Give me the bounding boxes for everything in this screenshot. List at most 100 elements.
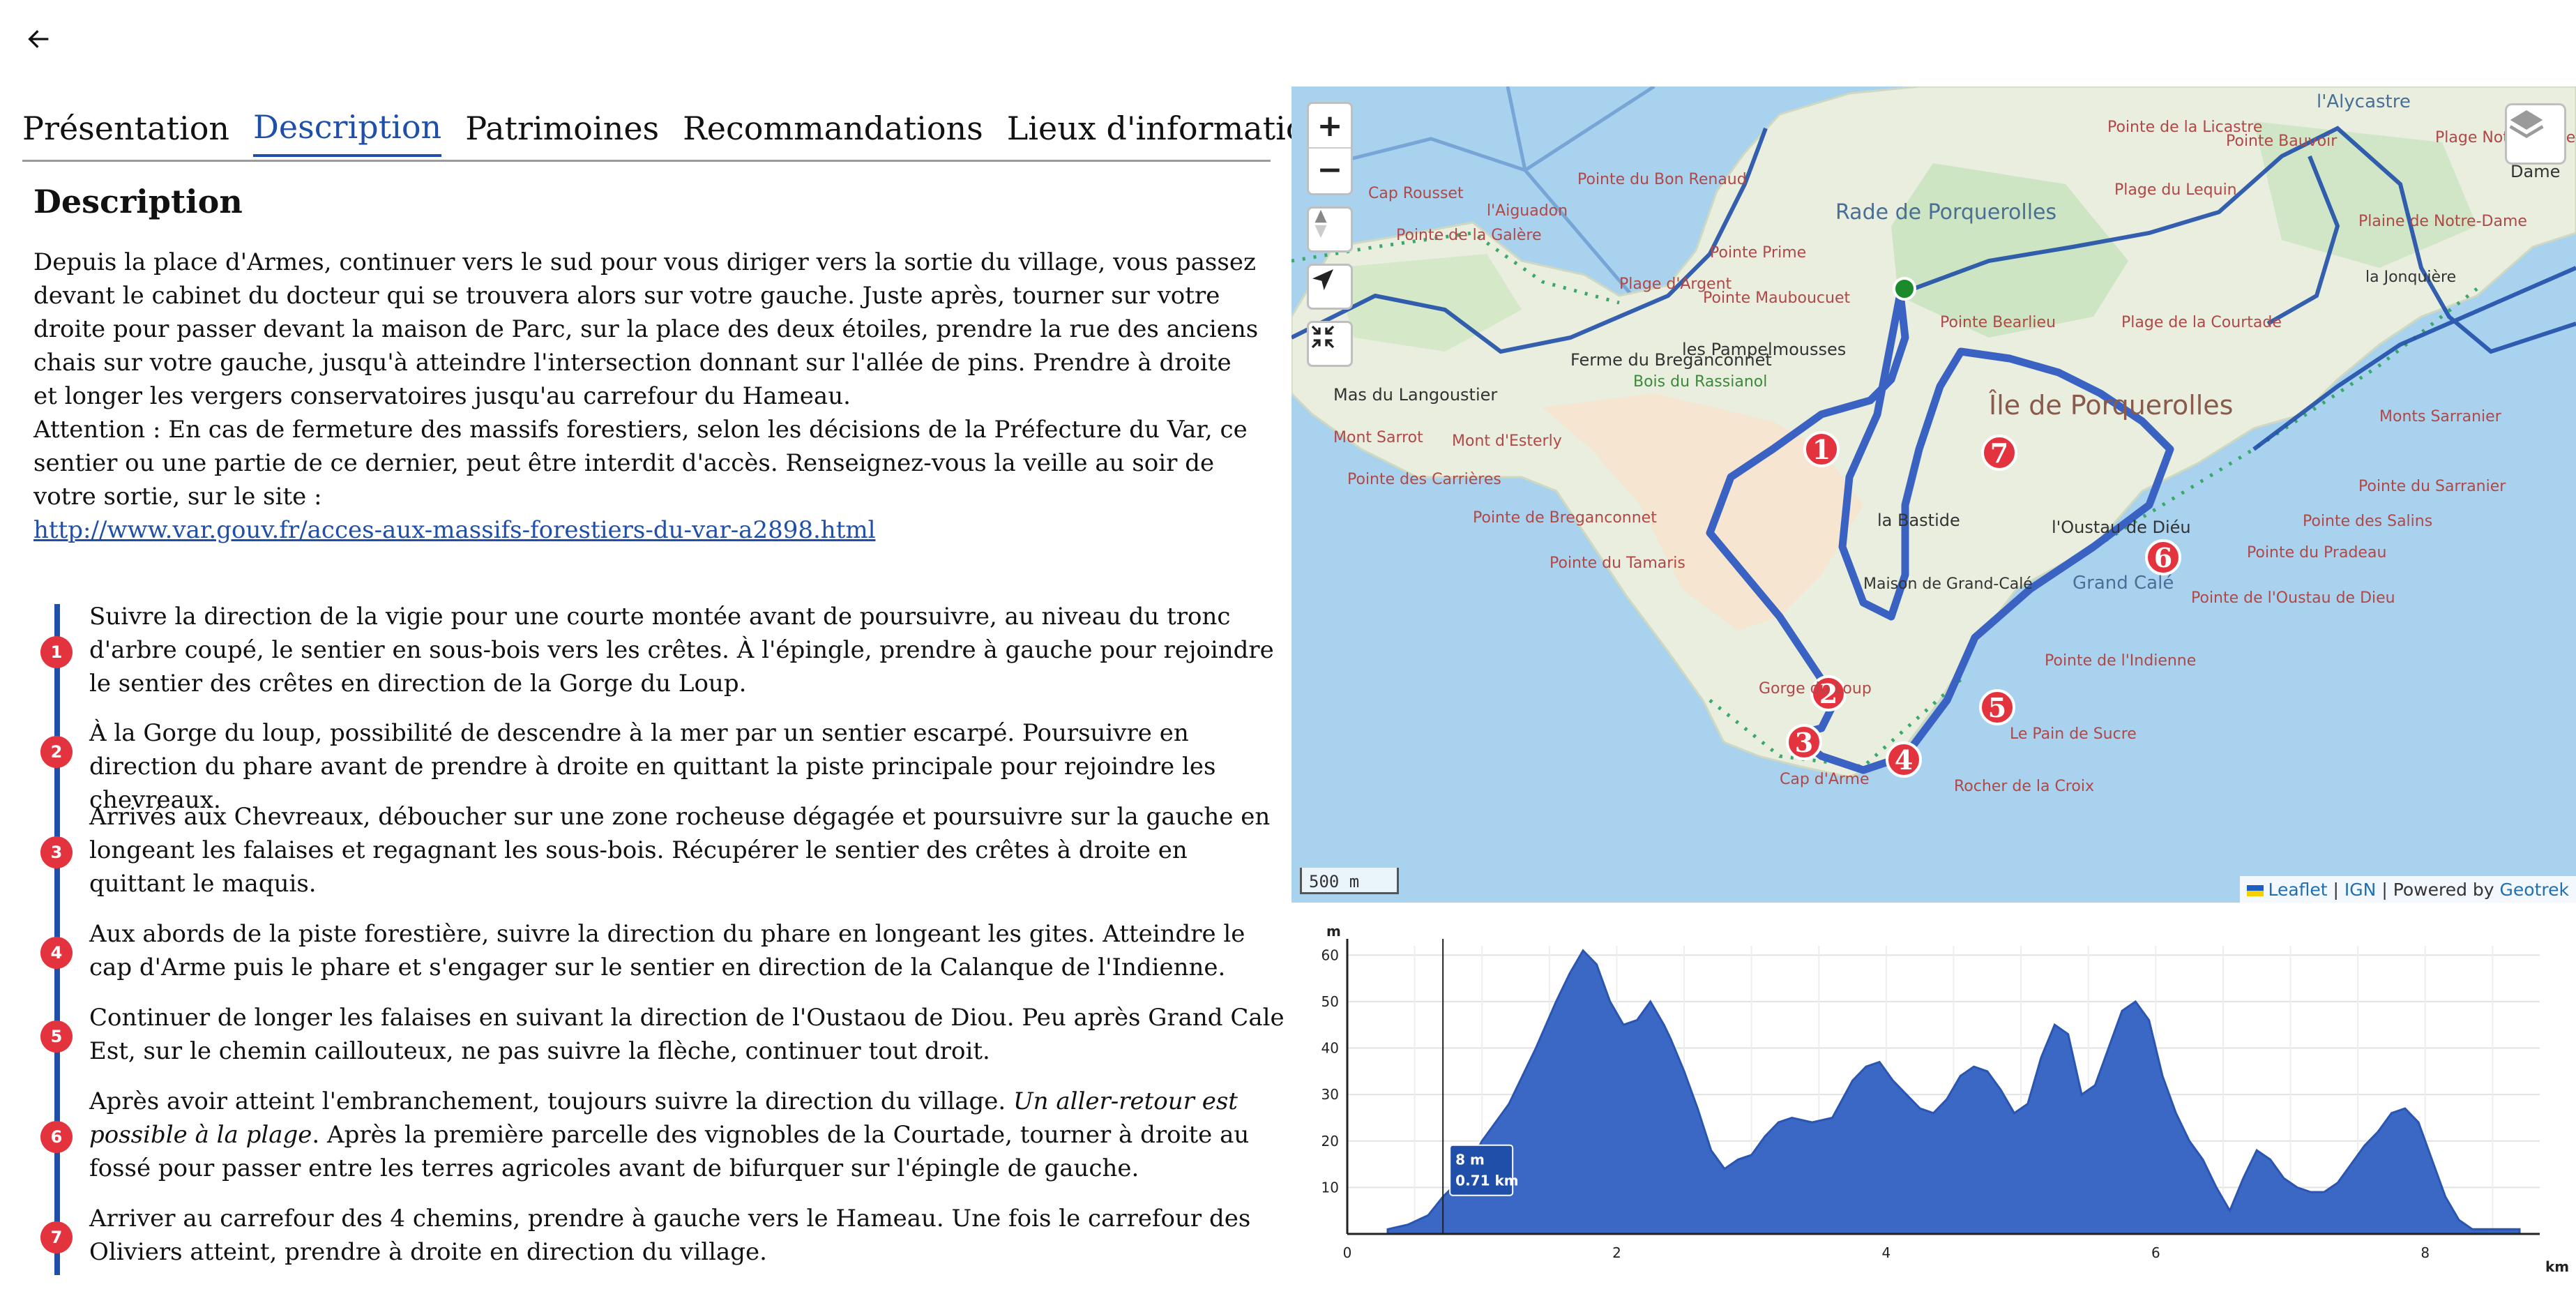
geotrek-link[interactable]: Geotrek bbox=[2499, 880, 2569, 900]
step-text: Après avoir atteint l'embranchement, tou… bbox=[89, 1085, 1289, 1185]
step-text: À la Gorge du loup, possibilité de desce… bbox=[89, 719, 1216, 814]
description-paragraph: Depuis la place d'Armes, continuer vers … bbox=[33, 248, 1259, 410]
elevation-profile[interactable]: 10 20 30 40 50 60 0 2 4 6 8 m km 8 m 0.71 km bbox=[1291, 918, 2576, 1296]
step-marker-4[interactable] bbox=[1886, 741, 1922, 778]
map-label: Pointe de l'Oustau de Dieu bbox=[2191, 589, 2395, 607]
step-number: 7 bbox=[40, 1221, 73, 1253]
attribution-separator: | bbox=[2327, 880, 2344, 900]
y-tick-label: 30 bbox=[1321, 1086, 1339, 1103]
x-tick-label: 2 bbox=[1612, 1244, 1621, 1261]
leaflet-link[interactable]: Leaflet bbox=[2268, 880, 2328, 900]
zoom-in-button[interactable]: + bbox=[1317, 107, 1343, 144]
trek-map[interactable]: 1 2 3 4 5 6 7 Rade de Porquerolles Île d… bbox=[1291, 86, 2576, 903]
map-label: Maison de Grand-Calé bbox=[1863, 575, 2033, 593]
layers-button[interactable] bbox=[2505, 103, 2566, 165]
layers-icon bbox=[2509, 110, 2544, 139]
tab-recommandations[interactable]: Recommandations bbox=[683, 110, 983, 147]
locate-button[interactable] bbox=[1307, 264, 1353, 310]
step-marker-2[interactable] bbox=[1810, 675, 1847, 711]
step-text: Arriver au carrefour des 4 chemins, pren… bbox=[89, 1205, 1251, 1266]
y-tick-label: 60 bbox=[1321, 947, 1339, 963]
marker-label: 5 bbox=[1988, 692, 2006, 723]
map-label: les Pampelmousses bbox=[1682, 340, 1846, 359]
locate-arrow-icon bbox=[1312, 269, 1333, 290]
warning-paragraph: Attention : En cas de fermeture des mass… bbox=[33, 416, 1248, 511]
step-marker-1[interactable] bbox=[1803, 431, 1840, 467]
map-label: Pointe de la Licastre bbox=[2107, 119, 2262, 136]
marker-label: 1 bbox=[1812, 434, 1831, 465]
elevation-area bbox=[1386, 949, 2521, 1235]
step-number: 4 bbox=[40, 937, 73, 969]
collapse-arrows-icon bbox=[1311, 325, 1335, 349]
map-label: Mont d'Esterly bbox=[1452, 432, 1562, 450]
step-text: Continuer de longer les falaises en suiv… bbox=[89, 1004, 1285, 1065]
map-label: Mont Sarrot bbox=[1333, 429, 1423, 446]
map-label: Plage de la Courtade bbox=[2121, 314, 2282, 331]
tab-patrimoines[interactable]: Patrimoines bbox=[465, 110, 660, 147]
ign-link[interactable]: IGN bbox=[2344, 880, 2377, 900]
marker-label: 4 bbox=[1895, 744, 1913, 776]
map-label: Pointe Bearlieu bbox=[1940, 314, 2056, 331]
zoom-out-button[interactable]: − bbox=[1309, 147, 1351, 190]
marker-label: 3 bbox=[1795, 727, 1813, 758]
prefecture-link[interactable]: http://www.var.gouv.fr/acces-aux-massifs… bbox=[33, 516, 876, 544]
map-label: Pointe du Bon Renaud bbox=[1577, 171, 1747, 188]
marker-label: 6 bbox=[2154, 542, 2172, 573]
compass-icon bbox=[1314, 209, 1327, 239]
step-marker-3[interactable] bbox=[1786, 724, 1822, 760]
map-label: Île de Porquerolles bbox=[1988, 390, 2233, 421]
marker-label: 2 bbox=[1819, 678, 1838, 709]
map-label: Plaine de Notre-Dame bbox=[2358, 213, 2527, 230]
y-tick-label: 20 bbox=[1321, 1133, 1339, 1150]
tab-description[interactable]: Description bbox=[253, 108, 442, 157]
map-label: Pointe des Carrières bbox=[1347, 471, 1501, 488]
map-label: Pointe Mauboucuet bbox=[1703, 289, 1851, 307]
map-label: Pointe de l'Indienne bbox=[2045, 652, 2196, 670]
map-label: Dame bbox=[2510, 162, 2560, 181]
map-attribution: Leaflet | IGN | Powered by Geotrek bbox=[2240, 876, 2576, 903]
tab-lieux-informations[interactable]: Lieux d'informations bbox=[1006, 110, 1342, 147]
step-text: Suivre la direction de la vigie pour une… bbox=[89, 603, 1274, 698]
attribution-powered: | Powered by bbox=[2376, 880, 2500, 900]
x-tick-label: 4 bbox=[1882, 1244, 1891, 1261]
zoom-control: + − bbox=[1307, 102, 1353, 195]
fullscreen-button[interactable] bbox=[1307, 321, 1353, 367]
back-button[interactable] bbox=[21, 21, 57, 57]
tab-presentation[interactable]: Présentation bbox=[22, 110, 230, 147]
map-label: l'Oustau de Diéu bbox=[2052, 518, 2191, 537]
map-label: la Bastide bbox=[1877, 511, 1960, 530]
start-marker[interactable] bbox=[1893, 277, 1916, 301]
itinerary-steps: 1 Suivre la direction de la vigie pour u… bbox=[33, 600, 1285, 1275]
step-number: 5 bbox=[40, 1020, 73, 1053]
map-label: Pointe des Salins bbox=[2303, 513, 2432, 530]
y-tick-label: 10 bbox=[1321, 1179, 1339, 1196]
map-label: Pointe du Tamaris bbox=[1550, 555, 1685, 572]
arrow-left-icon bbox=[28, 30, 49, 48]
step-marker-5[interactable] bbox=[1979, 689, 2015, 725]
elevation-chart[interactable]: 10 20 30 40 50 60 0 2 4 6 8 m km 8 m 0.71 km bbox=[1291, 918, 2576, 1296]
step-text: Arrivés aux Chevreaux, déboucher sur une… bbox=[89, 803, 1271, 898]
step-marker-6[interactable] bbox=[2145, 539, 2181, 575]
map-label: Plage du Lequin bbox=[2114, 181, 2237, 199]
x-tick-label: 0 bbox=[1343, 1244, 1352, 1261]
ukraine-flag-icon bbox=[2247, 885, 2264, 896]
step-text-italic: Un aller-retour est possible à la plage bbox=[89, 1087, 1238, 1149]
map-label: Le Pain de Sucre bbox=[2010, 725, 2137, 743]
map-label: Rocher de la Croix bbox=[1954, 778, 2094, 795]
tab-bar: Présentation Description Patrimoines Rec… bbox=[22, 98, 1342, 162]
x-tick-label: 6 bbox=[2151, 1244, 2160, 1261]
tooltip-distance: 0.71 km bbox=[1455, 1173, 1518, 1189]
y-tick-label: 40 bbox=[1321, 1040, 1339, 1057]
map-label: l'Aiguadon bbox=[1487, 202, 1568, 220]
map-label: Bois du Rassianol bbox=[1633, 373, 1767, 391]
map-label: Cap Rousset bbox=[1368, 185, 1464, 202]
map-canvas[interactable]: 1 2 3 4 5 6 7 Rade de Porquerolles Île d… bbox=[1291, 86, 2576, 903]
map-label: Rade de Porquerolles bbox=[1835, 200, 2056, 225]
step-text-part: . Après la première parcelle des vignobl… bbox=[89, 1121, 1250, 1182]
map-label: Grand Calé bbox=[2073, 573, 2174, 594]
step-text-part: Après avoir atteint l'embranchement, tou… bbox=[89, 1087, 1014, 1115]
step-number: 3 bbox=[40, 836, 73, 868]
reset-bearing-button[interactable] bbox=[1307, 206, 1353, 253]
map-label: Pointe Bauvoir bbox=[2226, 133, 2338, 150]
step-marker-7[interactable] bbox=[1981, 435, 2017, 471]
